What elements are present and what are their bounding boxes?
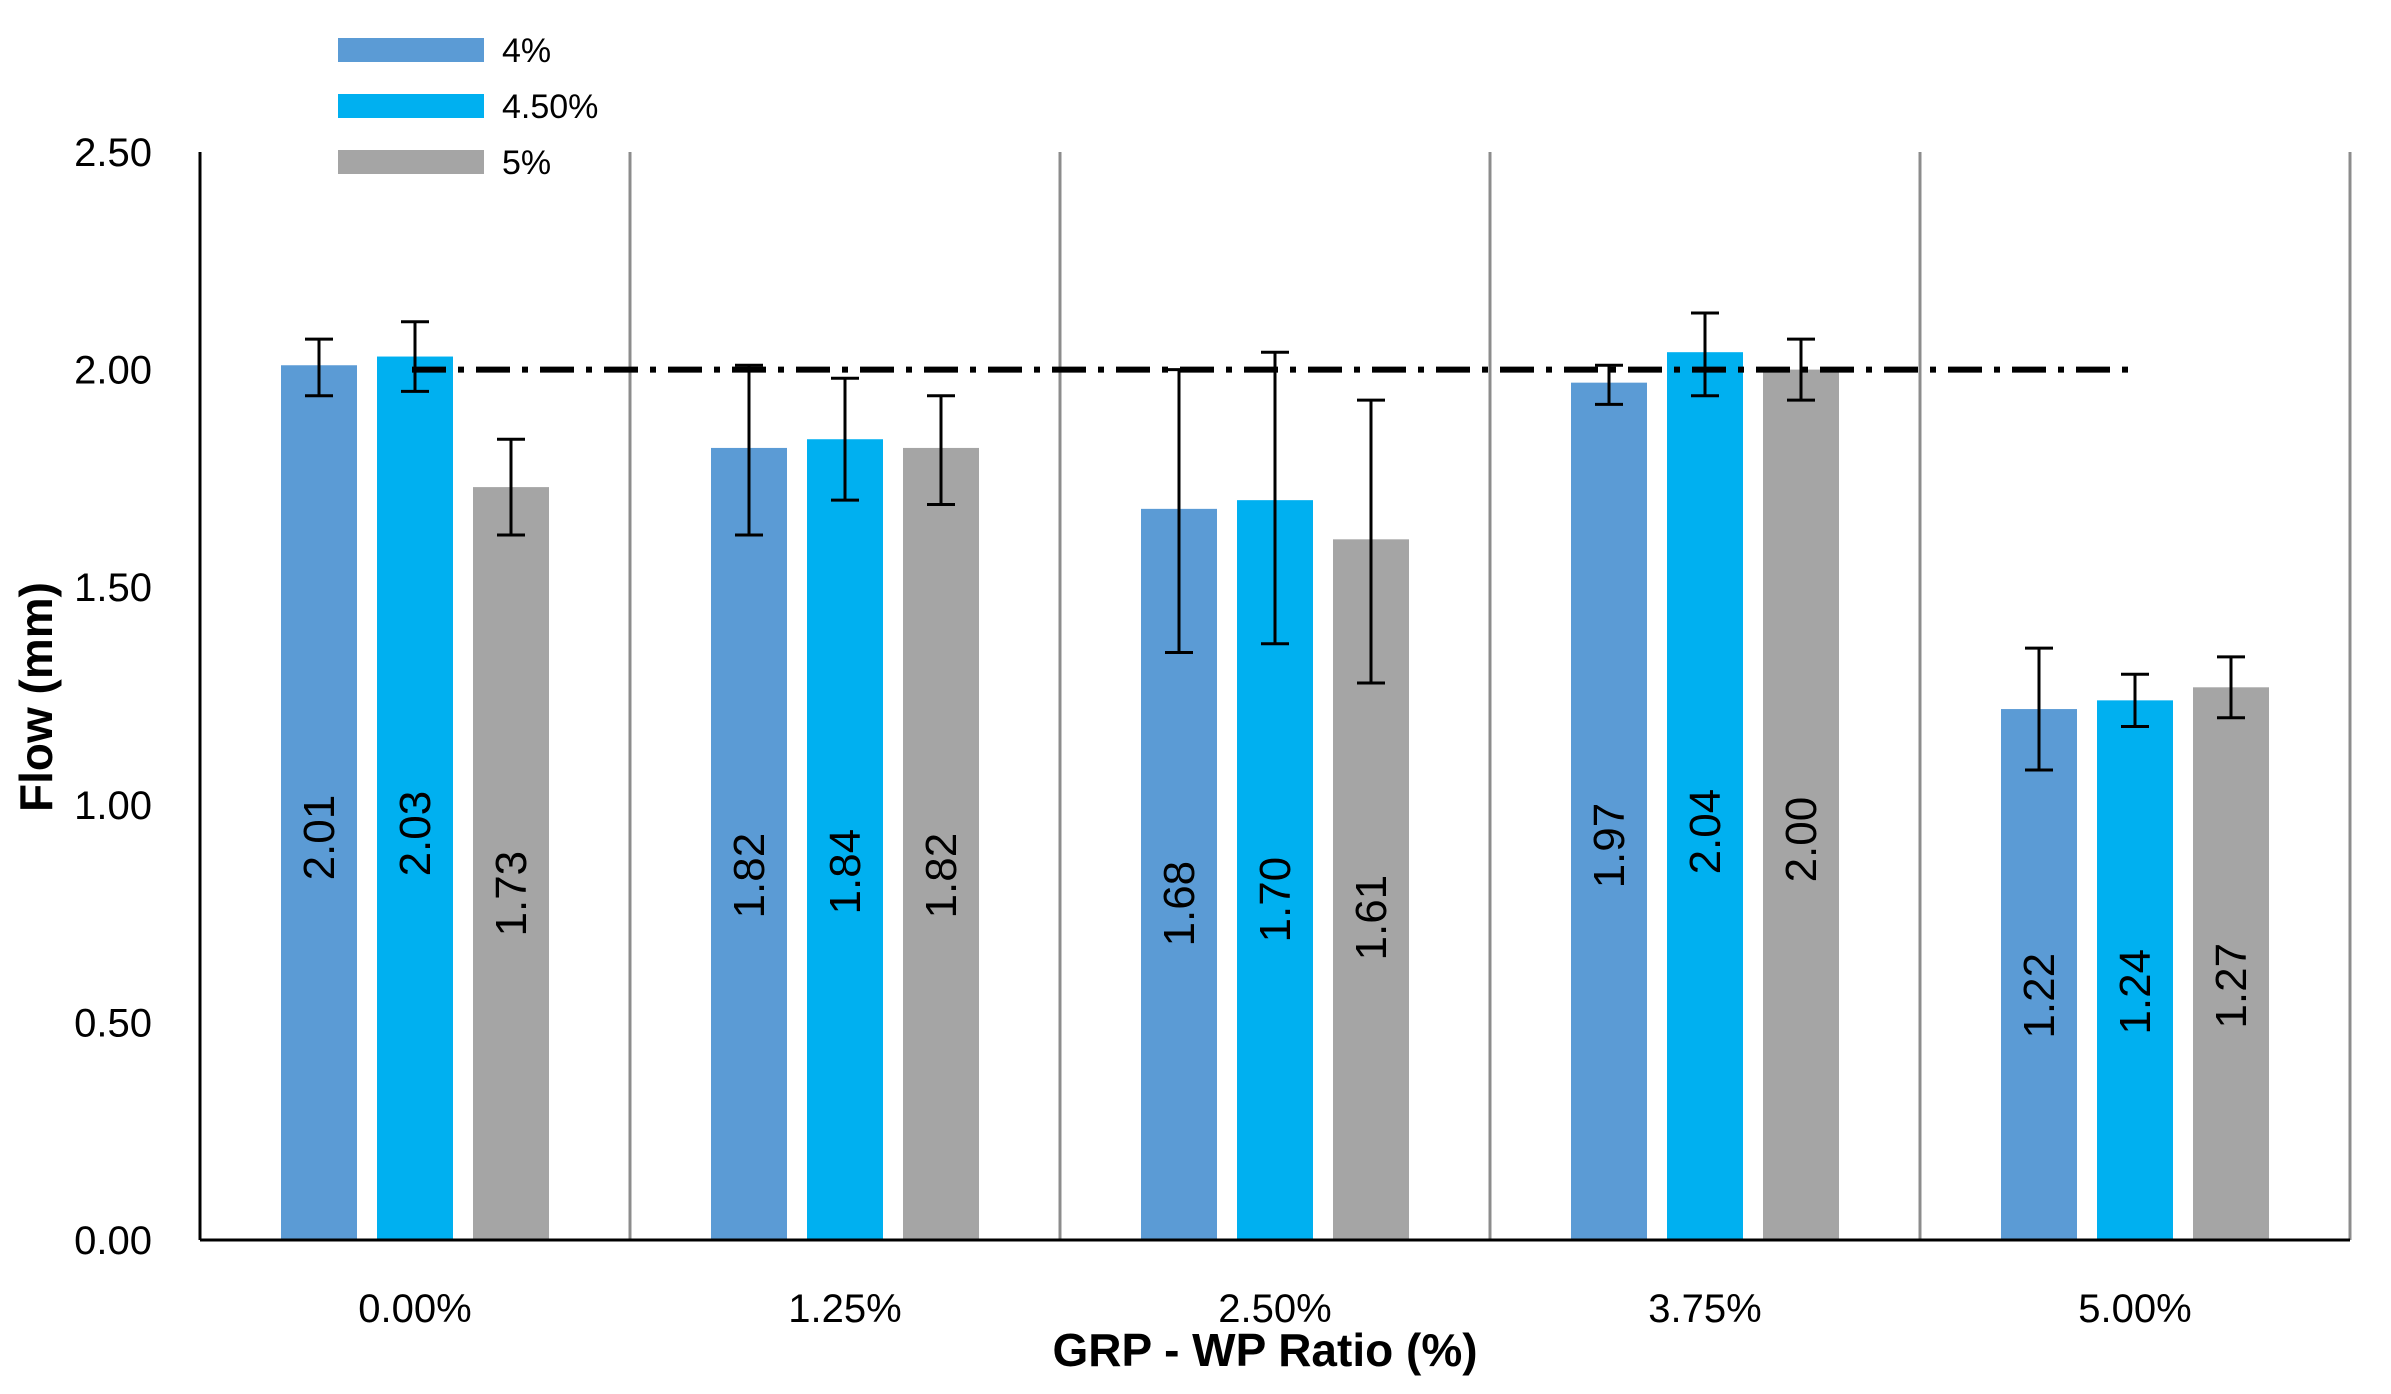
x-tick-label: 3.75% [1648,1287,1761,1331]
bar-data-label: 2.04 [1681,789,1730,875]
legend-label: 4.50% [502,88,598,126]
bars-group [281,352,2269,1241]
bar-data-label: 1.61 [1347,875,1396,961]
y-tick-label: 1.00 [74,784,152,828]
x-tick-label: 1.25% [788,1287,901,1331]
bar-data-label: 1.82 [917,833,966,919]
bar-data-label: 1.68 [1155,861,1204,947]
y-tick-label: 2.50 [74,131,152,175]
bar-data-label: 1.73 [487,851,536,937]
legend: 4% 4.50% 5% [338,32,598,182]
x-tick-labels: 0.00% 1.25% 2.50% 3.75% 5.00% [358,1287,2191,1331]
bar-data-label: 2.00 [1777,797,1826,883]
bar-data-label: 1.82 [725,833,774,919]
bar [2097,700,2173,1240]
bar-data-label: 1.22 [2015,953,2064,1039]
bar [1571,382,1647,1240]
bar [281,365,357,1240]
legend-swatch [338,38,484,62]
x-tick-label: 5.00% [2078,1287,2191,1331]
legend-label: 5% [502,144,551,182]
bar [711,447,787,1240]
axes-group [198,152,2350,1242]
x-tick-label: 0.00% [358,1287,471,1331]
bar-data-label: 1.84 [821,829,870,915]
error-bars-group [305,311,2245,772]
bar [473,487,549,1240]
bar-labels-group: 2.01 1.82 1.68 1.97 1.22 2.03 1.84 1.70 2.04 1.24… [295,789,2256,1039]
legend-label: 4% [502,32,551,70]
bar [807,439,883,1240]
bar-data-label: 1.24 [2111,949,2160,1035]
bar [1763,369,1839,1241]
bar-data-label: 2.03 [391,791,440,877]
legend-swatch [338,94,484,118]
y-tick-label: 0.50 [74,1001,152,1045]
legend-swatch [338,150,484,174]
bar-data-label: 1.97 [1585,803,1634,889]
bar [903,447,979,1240]
bar-data-label: 1.70 [1251,857,1300,943]
y-tick-label: 1.50 [74,566,152,610]
x-axis-title: GRP - WP Ratio (%) [1052,1324,1477,1376]
y-tick-label: 0.00 [74,1219,152,1263]
bar-data-label: 2.01 [295,795,344,881]
y-tick-labels: 0.00 0.50 1.00 1.50 2.00 2.50 [74,131,152,1263]
y-tick-label: 2.00 [74,349,152,393]
bar [377,356,453,1240]
x-tick-label: 2.50% [1218,1287,1331,1331]
bar [2193,687,2269,1240]
category-gridlines [628,152,2352,1240]
bar [1667,352,1743,1240]
bar-data-label: 1.27 [2207,943,2256,1029]
y-axis-title: Flow (mm) [10,582,62,812]
bar [2001,709,2077,1240]
